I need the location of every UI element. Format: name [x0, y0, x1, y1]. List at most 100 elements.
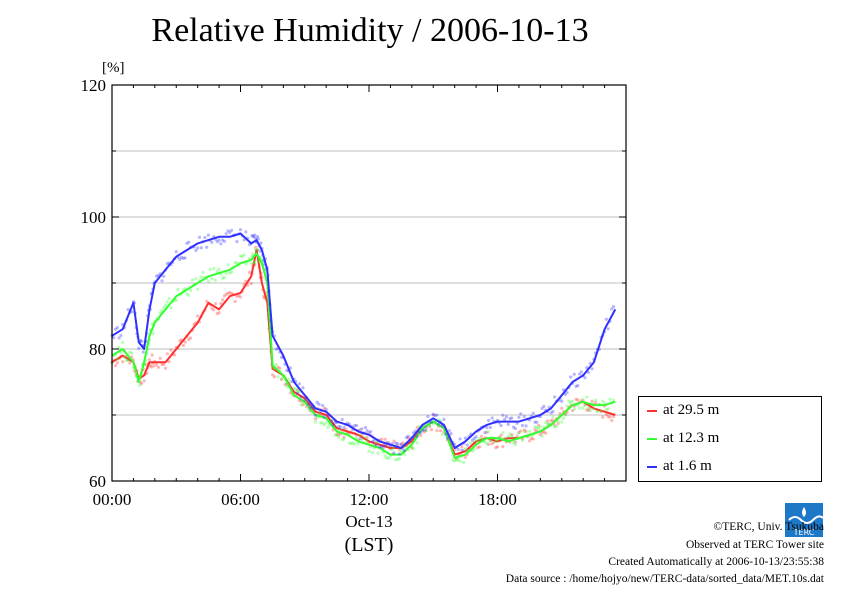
data-point [608, 397, 612, 401]
data-point [156, 365, 161, 369]
data-point [504, 415, 509, 419]
data-point [515, 434, 519, 438]
data-point [224, 271, 228, 276]
data-point [435, 413, 439, 417]
data-point [470, 438, 475, 442]
data-point [337, 425, 341, 429]
data-point [586, 408, 591, 412]
data-point [326, 425, 330, 430]
data-point [217, 311, 221, 315]
data-point [196, 314, 200, 318]
created-text: Created Automatically at 2006-10-13/23:5… [608, 556, 824, 568]
data-point [599, 409, 603, 414]
data-point [115, 361, 119, 365]
data-point [556, 419, 560, 424]
data-point [274, 363, 278, 367]
data-point [586, 370, 591, 375]
data-point [406, 436, 410, 440]
data-point [247, 243, 252, 247]
data-point [517, 430, 521, 435]
data-point [317, 402, 321, 406]
data-point [253, 233, 257, 237]
data-point [399, 449, 403, 453]
data-point [510, 416, 514, 420]
legend-swatch-red [647, 409, 657, 412]
data-point [415, 434, 419, 439]
data-point [561, 416, 566, 420]
data-point [606, 327, 610, 331]
data-point [335, 432, 339, 436]
data-point [379, 437, 384, 441]
data-point [503, 417, 507, 422]
data-point [213, 302, 218, 306]
data-point [403, 452, 407, 456]
data-point [188, 336, 193, 340]
series-line [111, 252, 616, 459]
data-point [456, 447, 460, 452]
data-point [565, 404, 569, 408]
data-point [483, 431, 487, 435]
data-point [608, 415, 612, 419]
data-point [463, 447, 467, 451]
x-tick-label: 18:00 [478, 490, 517, 509]
y-tick-label: 60 [89, 472, 106, 491]
data-point [403, 449, 407, 453]
data-point [590, 367, 594, 371]
terc-logo-icon: TERC [785, 503, 823, 537]
data-point [533, 428, 537, 432]
data-point [228, 271, 232, 275]
data-point [238, 228, 243, 232]
data-point [506, 435, 510, 439]
data-point [585, 395, 589, 399]
data-point [358, 433, 362, 437]
data-point [297, 382, 301, 386]
data-point [162, 362, 166, 366]
data-point [162, 306, 166, 310]
data-point [376, 451, 380, 455]
data-point [222, 275, 227, 280]
grid-lines [112, 150, 626, 416]
data-point [144, 362, 148, 366]
data-point [577, 372, 582, 376]
data-point [274, 347, 278, 351]
data-point [519, 429, 523, 433]
data-point [247, 270, 252, 275]
data-point [254, 248, 258, 252]
data-point [151, 331, 155, 335]
data-point [292, 386, 296, 391]
data-point [288, 380, 293, 384]
data-point [570, 399, 575, 403]
data-point [228, 291, 232, 295]
data-point [183, 340, 187, 344]
data-point [124, 358, 128, 362]
data-point [222, 239, 227, 243]
x-tick-label: 12:00 [350, 490, 389, 509]
data-point [313, 413, 318, 417]
data-point [235, 240, 239, 244]
data-point [522, 414, 526, 419]
data-source-text: Data source : /home/hojyo/new/TERC-data/… [505, 573, 824, 585]
data-point [572, 372, 576, 376]
data-point [485, 430, 489, 434]
data-point [219, 301, 223, 305]
data-point [303, 398, 307, 402]
y-tick-label: 120 [81, 76, 107, 95]
data-point [342, 437, 346, 441]
data-point [577, 406, 582, 410]
data-point [249, 261, 253, 266]
chart-legend: at 29.5 m at 12.3 m at 1.6 m [638, 396, 822, 482]
data-point [199, 246, 203, 250]
data-point [490, 416, 494, 420]
data-point [572, 407, 576, 411]
data-point [574, 397, 578, 401]
data-point [363, 435, 368, 440]
data-point [128, 350, 132, 355]
data-point [252, 260, 256, 264]
data-point [540, 434, 544, 438]
data-point [520, 438, 525, 442]
data-point [545, 423, 550, 427]
data-point [165, 262, 169, 266]
data-point [461, 460, 466, 464]
data-point [315, 400, 319, 404]
data-point [517, 431, 521, 435]
